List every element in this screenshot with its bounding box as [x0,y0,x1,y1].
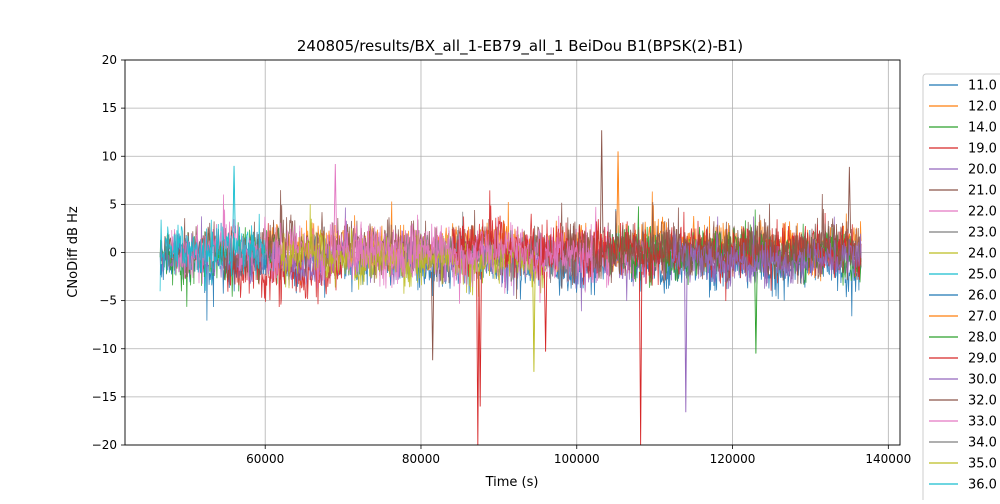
data-traces [159,130,862,445]
outlier-spike [684,271,688,413]
y-tick-label: 10 [102,149,117,163]
legend-label: 29.0 [968,352,997,367]
outlier-spike [333,163,337,234]
y-tick-label: −20 [92,438,117,452]
x-tick-label: 120000 [710,452,756,466]
outlier-spike [431,271,435,361]
legend-label: 24.0 [968,247,997,262]
y-tick-label: 20 [102,53,117,67]
x-tick-label: 60000 [246,452,284,466]
legend-label: 20.0 [968,163,997,178]
legend-label: 19.0 [968,142,997,157]
legend-label: 34.0 [968,436,997,451]
y-tick-label: 0 [109,246,117,260]
series-trace [159,213,266,292]
outlier-spike [543,271,548,352]
legend: 11.0 12.0 14.0 19.0 20.0 21.0 22.0 23.0 24.0 25.0… [922,73,1000,504]
x-tick-label: 140000 [865,452,911,466]
y-tick-label: 5 [109,197,117,211]
legend-label: 25.0 [968,268,997,283]
outlier-spike [476,271,480,445]
series-trace [669,216,862,289]
outlier-spike [478,271,482,407]
chart-title: 240805/results/BX_all_1-EB79_all_1 BeiDo… [297,37,743,56]
outlier-spike [232,165,236,234]
y-axis: −20 −15 −10 −5 0 5 10 15 20 [92,53,125,452]
legend-label: 23.0 [968,226,997,241]
legend-label: 12.0 [968,100,997,115]
outlier-spike [847,166,852,234]
legend-label: 26.0 [968,289,997,304]
y-tick-label: 15 [102,101,117,115]
x-axis: 60000 80000 100000 120000 140000 [246,445,911,466]
y-tick-label: −10 [92,342,117,356]
x-tick-label: 100000 [554,452,600,466]
legend-label: 11.0 [968,79,997,94]
legend-label: 36.0 [968,478,997,493]
legend-label: 33.0 [968,415,997,430]
series-trace [342,216,593,303]
y-tick-label: −5 [99,294,117,308]
outlier-spike [616,151,620,234]
legend-label: 30.0 [968,373,997,388]
legend-label: 21.0 [968,184,997,199]
legend-label: 32.0 [968,394,997,409]
outlier-spike [600,130,604,234]
outlier-spike [754,271,758,354]
outlier-spike [638,271,643,445]
legend-label: 27.0 [968,310,997,325]
x-tick-label: 80000 [402,452,440,466]
x-axis-label: Time (s) [485,475,539,490]
y-axis-label: CNoDiff dB Hz [66,206,81,298]
legend-label: 28.0 [968,331,997,346]
legend-label: 22.0 [968,205,997,220]
legend-box [922,73,1000,504]
legend-label: 14.0 [968,121,997,136]
legend-label: 35.0 [968,457,997,472]
y-tick-label: −15 [92,390,117,404]
outlier-spike [532,271,536,372]
